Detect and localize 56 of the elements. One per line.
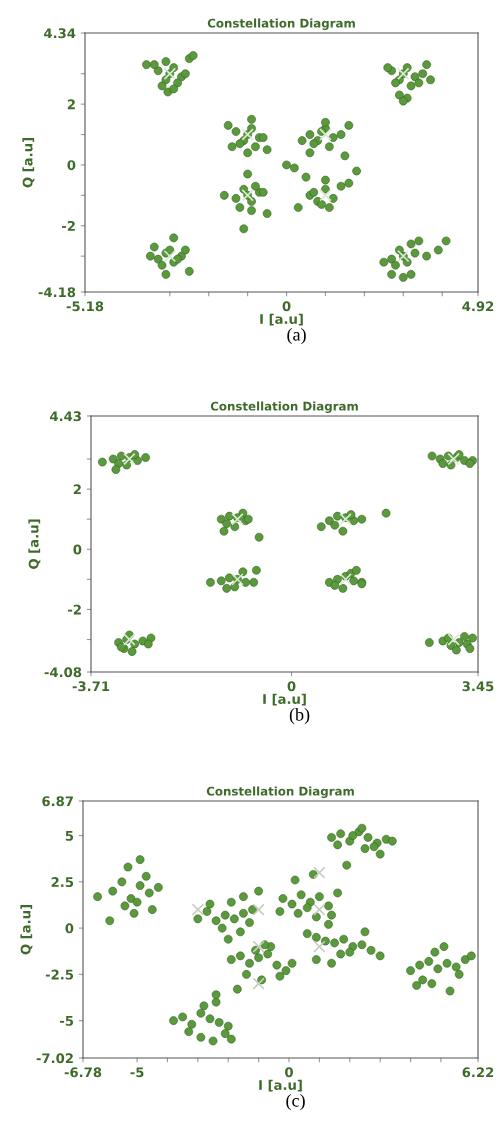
x-tick-label: -6.78 — [64, 1067, 102, 1078]
y-tick-label: 4.43 — [50, 411, 81, 422]
x-axis-title: I [a.u] — [259, 1079, 302, 1092]
point — [319, 189, 332, 202]
y-tick-label: -4.18 — [38, 287, 76, 298]
chart-title: Constellation Diagram — [207, 18, 355, 30]
x-tick-label: -3.71 — [72, 681, 110, 692]
point — [447, 633, 460, 646]
chart-title: Constellation Diagram — [206, 786, 354, 798]
x-tick-label: -5.18 — [66, 301, 104, 312]
point — [123, 452, 136, 466]
y-tick-label: 0 — [67, 160, 76, 171]
y-axis-title: Q [a.u] — [20, 905, 33, 955]
y-axis-title: Q [a.u] — [22, 138, 35, 188]
point — [191, 903, 205, 916]
point — [231, 512, 244, 526]
point — [163, 249, 177, 263]
y-tick-label: 2.5 — [51, 877, 74, 888]
point — [447, 452, 460, 466]
text: (a) — [287, 328, 306, 345]
y-tick-label: -4.08 — [44, 667, 82, 678]
y-tick-label: -2 — [62, 220, 75, 231]
x-tick-label: 4.92 — [462, 301, 494, 312]
x-tick-label: -5 — [130, 1067, 144, 1078]
point — [252, 940, 265, 953]
point — [339, 573, 352, 586]
x-tick-label: 0 — [287, 681, 296, 692]
y-tick-label: -5 — [60, 1016, 74, 1026]
x-tick-label: 3.45 — [462, 681, 494, 692]
x-tick-label: 6.22 — [462, 1067, 494, 1078]
x-tick-label: 0 — [282, 301, 291, 312]
point — [313, 866, 326, 879]
point — [313, 940, 326, 953]
y-tick-label: -2.5 — [45, 969, 74, 980]
point — [252, 977, 265, 990]
y-tick-label: 5 — [65, 830, 74, 841]
y-tick-label: 2 — [67, 99, 75, 110]
y-tick-label: 6.87 — [42, 796, 73, 807]
y-tick-label: 2 — [73, 484, 81, 495]
x-axis-title: I [a.u] — [263, 693, 306, 706]
text: (c) — [286, 1094, 305, 1111]
x-axis-title: I [a.u] — [260, 313, 303, 326]
point — [313, 903, 326, 916]
point — [252, 903, 265, 916]
text: (b) — [289, 708, 310, 725]
y-tick-label: -2 — [68, 604, 81, 615]
y-axis-title: Q [a.u] — [28, 519, 41, 569]
chart-title: Constellation Diagram — [210, 401, 358, 413]
y-tick-label: -7.02 — [36, 1053, 73, 1064]
point — [339, 512, 352, 526]
y-tick-label: 0 — [65, 923, 74, 934]
point — [123, 633, 136, 646]
x-tick-label: 0 — [285, 1067, 293, 1078]
y-tick-label: 4.34 — [44, 28, 76, 39]
point — [319, 128, 332, 141]
y-tick-label: 0 — [73, 544, 82, 555]
